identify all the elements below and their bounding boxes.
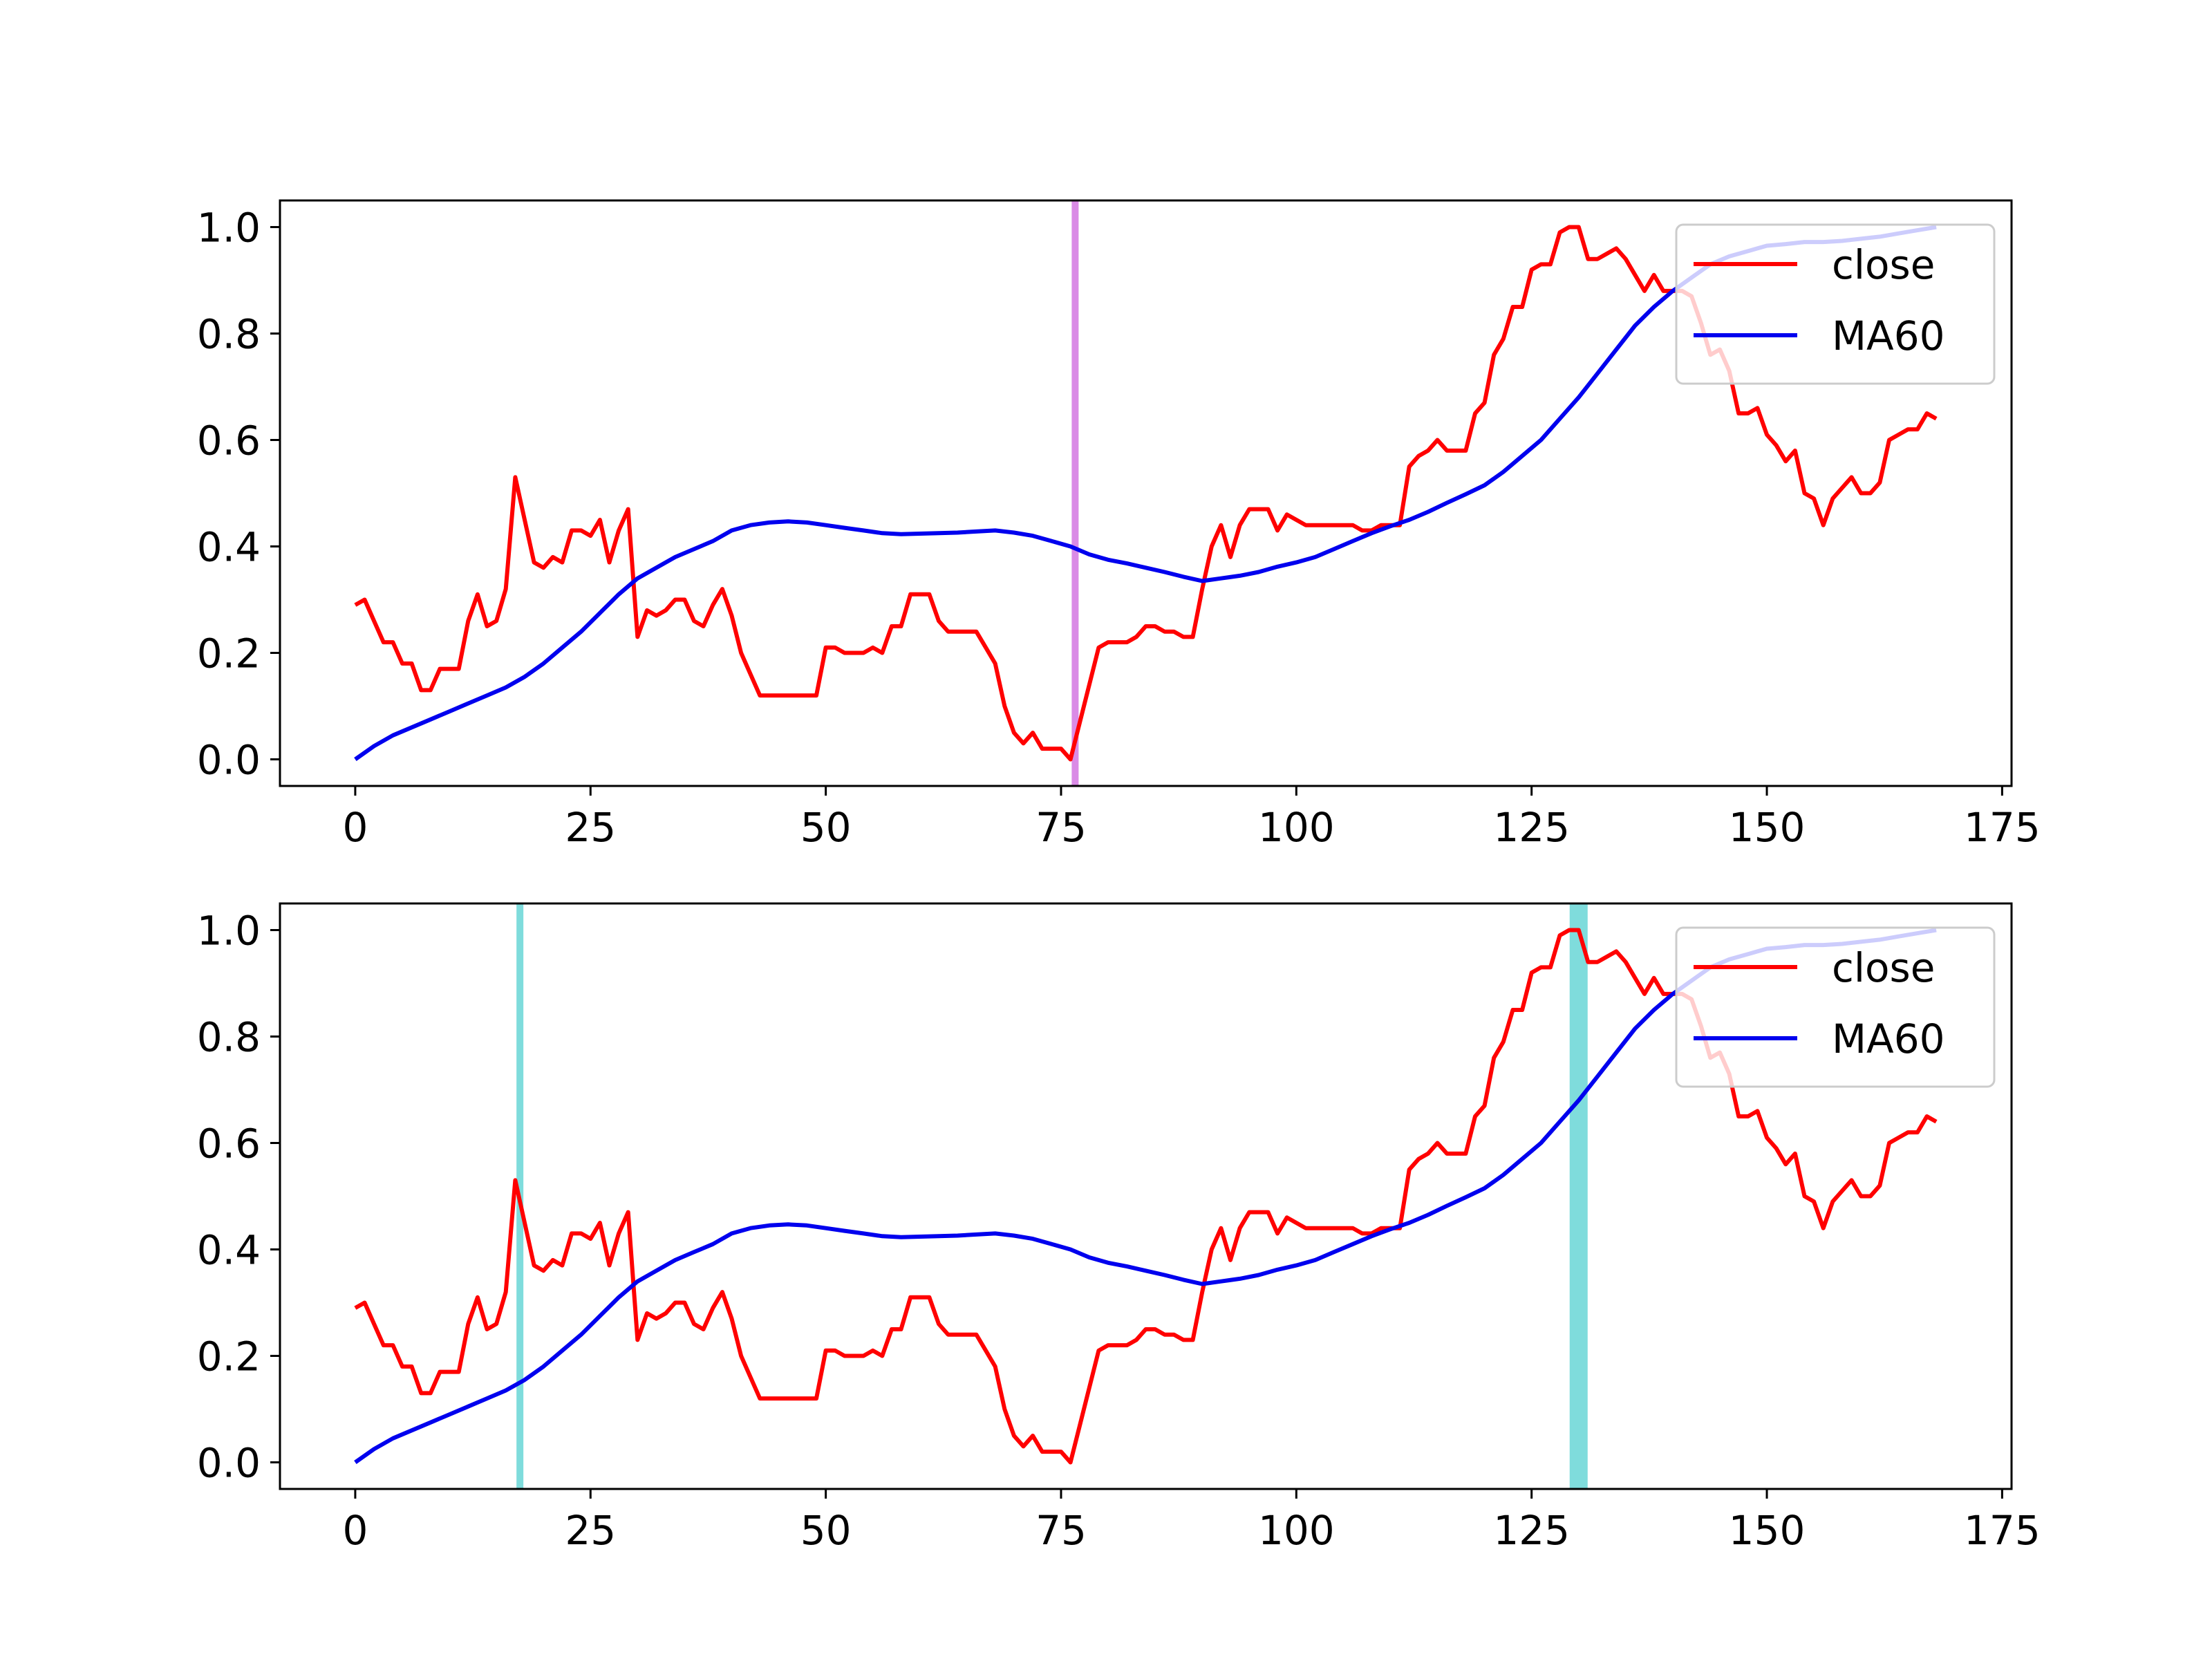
legend-label-ma60: MA60 — [1832, 312, 1945, 359]
x-tick-label: 25 — [565, 804, 616, 851]
legend-label-ma60: MA60 — [1832, 1015, 1945, 1062]
subplot-2: 0 25 50 75 100 125 150 175 0.0 0.2 0.4 0.6 0.8 1.0 clo… — [197, 902, 2041, 1554]
y-tick-label: 1.0 — [197, 205, 261, 252]
axes-frame — [279, 902, 2013, 1490]
x-tick-label: 50 — [800, 804, 852, 851]
plot-area — [354, 200, 1938, 786]
series-ma60-line — [354, 225, 1937, 761]
y-tick-label: 1.0 — [197, 908, 261, 955]
x-tick-label: 125 — [1493, 804, 1570, 851]
y-tick-label: 0.8 — [197, 1014, 261, 1061]
plot-area — [354, 903, 1938, 1489]
legend-label-close: close — [1832, 944, 1935, 991]
x-tick-label: 25 — [565, 1507, 616, 1554]
x-tick-label: 50 — [800, 1507, 852, 1554]
subplot-1: 0 25 50 75 100 125 150 175 0.0 0.2 0.4 0.6 0.8 1.0 clo… — [197, 199, 2041, 851]
y-tick-label: 0.6 — [197, 418, 261, 465]
legend: close MA60 — [1675, 926, 1996, 1088]
y-tick-label: 0.2 — [197, 1333, 261, 1380]
x-tick-label: 75 — [1035, 1507, 1087, 1554]
x-tick-label: 125 — [1493, 1507, 1570, 1554]
y-tick-label: 0.4 — [197, 1227, 261, 1274]
x-tick-label: 175 — [1964, 1507, 2041, 1554]
y-tick-label: 0.2 — [197, 630, 261, 677]
y-tick-label: 0.6 — [197, 1121, 261, 1168]
series-ma60-line — [354, 928, 1937, 1464]
legend-label-close: close — [1832, 241, 1935, 288]
legend: close MA60 — [1675, 223, 1996, 385]
axes-frame — [279, 199, 2013, 787]
y-tick-label: 0.8 — [197, 311, 261, 358]
x-tick-label: 175 — [1964, 804, 2041, 851]
y-tick-label: 0.4 — [197, 524, 261, 571]
x-tick-label: 150 — [1729, 1507, 1806, 1554]
x-tick-label: 75 — [1035, 804, 1087, 851]
x-tick-label: 0 — [342, 1507, 368, 1554]
x-tick-label: 100 — [1258, 804, 1335, 851]
x-tick-label: 100 — [1258, 1507, 1335, 1554]
x-tick-label: 0 — [342, 804, 368, 851]
y-tick-label: 0.0 — [197, 737, 261, 784]
x-tick-label: 150 — [1729, 804, 1806, 851]
y-tick-label: 0.0 — [197, 1440, 261, 1487]
